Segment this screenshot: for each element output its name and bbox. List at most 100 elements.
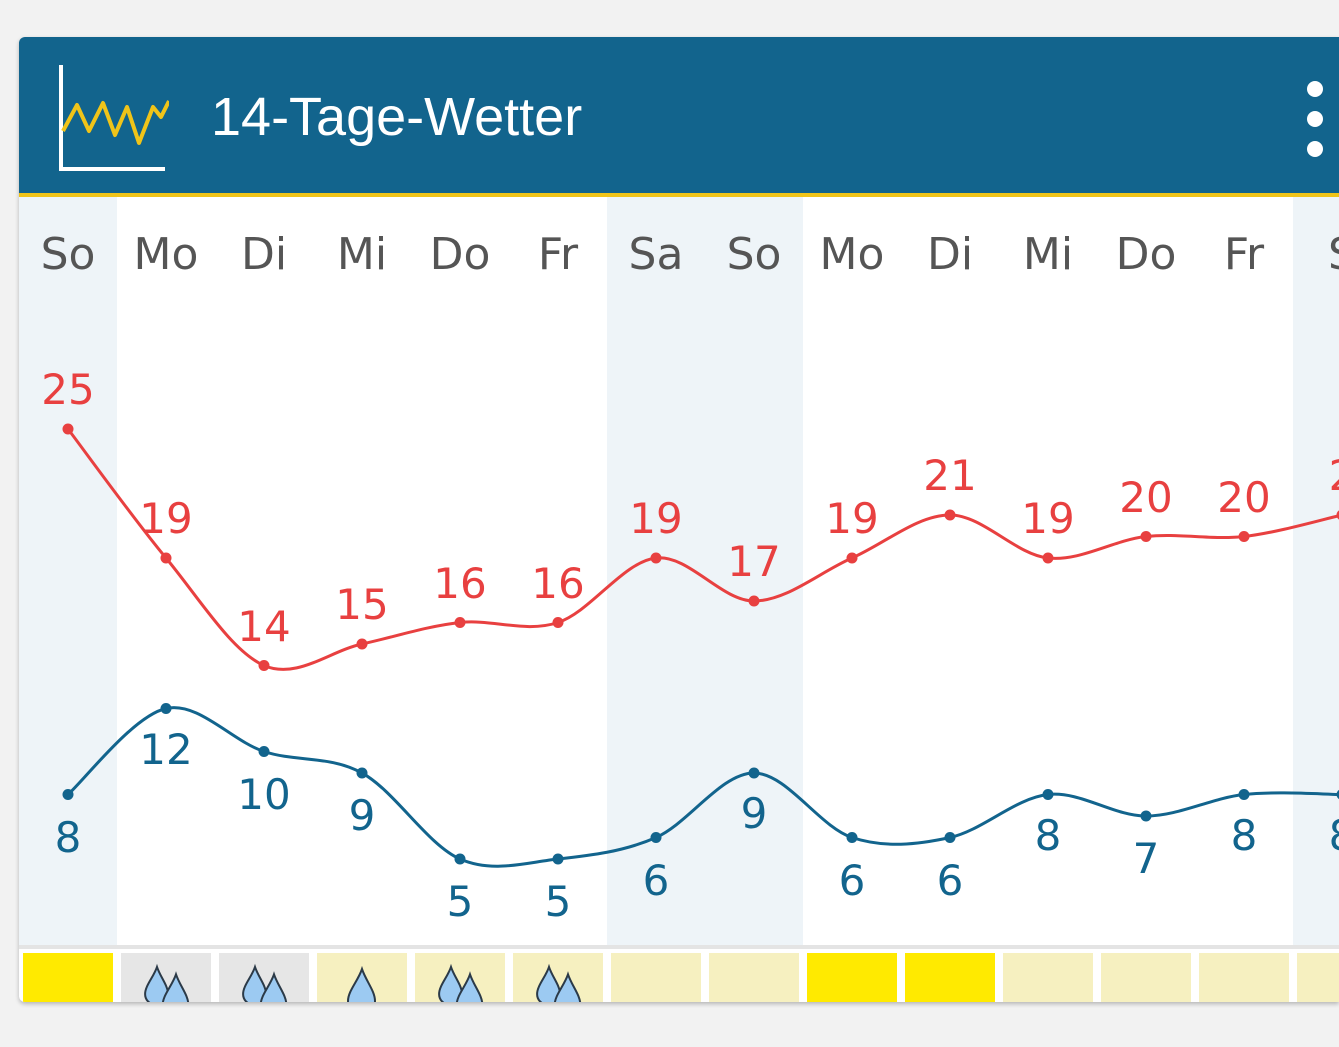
- max-temp-label: 21: [923, 451, 977, 500]
- weekend-band: [1293, 197, 1339, 945]
- raindrop-icon: [554, 971, 582, 1002]
- min-temp-label: 8: [54, 812, 82, 862]
- min-temp-label: 5: [544, 877, 572, 926]
- max-temp-point: [552, 617, 564, 628]
- max-temp-point: [356, 638, 368, 650]
- max-temp-label: 15: [335, 580, 389, 629]
- min-temp-label: 8: [1293, 811, 1339, 861]
- day-label: Do: [429, 229, 491, 280]
- raindrop-icon: [242, 963, 268, 1002]
- max-temp-label: 19: [1021, 494, 1075, 543]
- weekend-band: [607, 197, 705, 945]
- min-temp-point: [552, 853, 564, 865]
- min-temp-label: 7: [1132, 834, 1160, 883]
- max-temp-point: [846, 552, 858, 564]
- min-temp-point: [650, 832, 662, 843]
- max-temp-label: 25: [41, 365, 95, 414]
- forecast-card: 14-Tage-Wetter So Mo Di Mi Do Fr Sa So Mo Di Mi Do F…: [19, 37, 1339, 1002]
- min-temp-label: 5: [446, 877, 474, 926]
- min-temp-point: [1238, 789, 1250, 800]
- raindrop-icon: [346, 965, 377, 1002]
- weather-cell-partly-sunny: [1297, 953, 1339, 1002]
- page-title: 14-Tage-Wetter: [211, 87, 583, 147]
- day-label: Sa: [628, 229, 684, 280]
- raindrop-icon: [536, 963, 562, 1002]
- max-temp-point: [62, 423, 74, 435]
- max-temp-point: [1140, 531, 1152, 542]
- min-temp-point: [846, 832, 858, 843]
- max-temp-point: [258, 660, 270, 671]
- min-temp-point: [160, 703, 172, 714]
- min-temp-label: 10: [237, 769, 291, 819]
- raindrop-icon: [438, 963, 464, 1002]
- min-temp-point: [356, 767, 368, 779]
- max-temp-label: 14: [237, 601, 291, 651]
- min-temp-point: [748, 767, 760, 779]
- day-label: So: [726, 229, 782, 280]
- min-temp-point: [1042, 789, 1054, 800]
- max-temp-label: 19: [825, 494, 879, 543]
- weather-cell-partly-sunny: [611, 953, 701, 1002]
- min-temp-label: 9: [740, 789, 768, 838]
- day-label: Fr: [1223, 229, 1265, 280]
- day-label: Di: [926, 229, 974, 280]
- day-label: Mo: [819, 229, 885, 280]
- max-temp-point: [1042, 552, 1054, 564]
- weather-cell-sunny: [905, 953, 995, 1002]
- max-temp-point: [1238, 531, 1250, 542]
- min-temp-point: [944, 832, 956, 843]
- line-chart-icon: [59, 65, 169, 171]
- min-temp-label: 8: [1230, 810, 1258, 860]
- max-temp-label: 19: [139, 494, 193, 543]
- weather-cell-partly-sunny: [1101, 953, 1191, 1002]
- day-label: Mi: [1022, 229, 1074, 280]
- min-temp-point: [1140, 810, 1152, 822]
- max-temp-label: 16: [531, 558, 585, 608]
- min-temp-label: 8: [1034, 810, 1062, 860]
- min-temp-label: 6: [642, 855, 670, 905]
- day-label: Mi: [336, 229, 388, 280]
- strip-divider: [19, 945, 1339, 949]
- weather-cell-partly-sunny: [709, 953, 799, 1002]
- max-temp-label: 2: [1293, 451, 1339, 501]
- min-temp-label: 6: [838, 855, 866, 905]
- more-vertical-icon[interactable]: [1297, 81, 1333, 157]
- max-temp-point: [944, 509, 956, 521]
- max-temp-point: [454, 617, 466, 628]
- min-temp-point: [258, 746, 270, 757]
- max-temp-point: [748, 595, 760, 607]
- max-temp-label: 20: [1119, 472, 1173, 522]
- max-temp-point: [650, 552, 662, 564]
- max-temp-point: [160, 552, 172, 564]
- weather-cell-sunny: [23, 953, 113, 1002]
- min-temp-line: [67, 706, 1339, 868]
- min-temp-label: 9: [348, 791, 376, 840]
- max-temp-point: [1336, 510, 1339, 520]
- weekend-band: [705, 197, 803, 945]
- day-label: So: [40, 229, 96, 280]
- max-temp-label: 17: [727, 537, 781, 586]
- raindrop-icon: [144, 963, 170, 1002]
- day-label: Mo: [133, 229, 199, 280]
- min-temp-point: [1336, 789, 1339, 800]
- chart-canvas: [19, 197, 1339, 1002]
- min-temp-point: [454, 853, 466, 865]
- raindrop-icon: [456, 971, 484, 1002]
- min-temp-point: [62, 789, 74, 800]
- max-temp-label: 16: [433, 558, 487, 608]
- forecast-chart: SoMoDiMiDoFrSaSoMoDiMiDoFrS2519141516161…: [19, 197, 1339, 1002]
- raindrop-icon: [260, 971, 288, 1002]
- day-label: Fr: [537, 229, 579, 280]
- raindrop-icon: [162, 971, 190, 1002]
- max-temp-label: 19: [629, 494, 683, 543]
- weather-cell-sunny: [807, 953, 897, 1002]
- weather-cell-partly-sunny: [1199, 953, 1289, 1002]
- card-header: 14-Tage-Wetter: [19, 37, 1339, 197]
- weekend-band: [19, 197, 117, 945]
- day-label: S: [1293, 227, 1339, 283]
- weather-cell-partly-sunny: [1003, 953, 1093, 1002]
- min-temp-label: 6: [936, 855, 964, 905]
- max-temp-label: 20: [1217, 472, 1271, 522]
- min-temp-label: 12: [139, 724, 193, 774]
- day-label: Do: [1115, 229, 1177, 280]
